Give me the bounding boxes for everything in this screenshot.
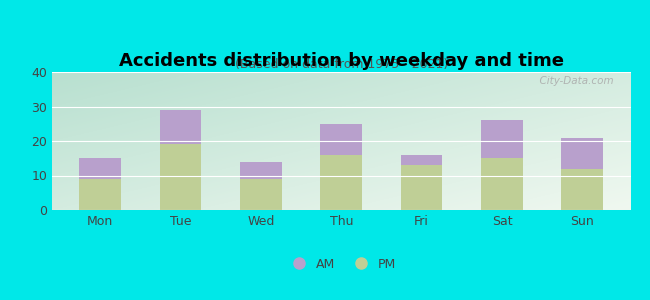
Bar <box>79 158 121 179</box>
Bar <box>562 169 603 210</box>
Bar <box>320 155 362 210</box>
Bar <box>481 120 523 158</box>
Bar <box>240 162 282 179</box>
Legend: AM, PM: AM, PM <box>281 253 401 275</box>
Text: (Based on data from 1975 - 2021): (Based on data from 1975 - 2021) <box>235 58 448 70</box>
Bar <box>400 165 443 210</box>
Bar <box>400 155 443 165</box>
Bar <box>320 124 362 155</box>
Bar <box>160 110 202 144</box>
Bar <box>562 137 603 169</box>
Bar <box>79 179 121 210</box>
Text: City-Data.com: City-Data.com <box>532 76 613 86</box>
Bar <box>160 144 202 210</box>
Bar <box>481 158 523 210</box>
Title: Accidents distribution by weekday and time: Accidents distribution by weekday and ti… <box>119 52 564 70</box>
Bar <box>240 179 282 210</box>
